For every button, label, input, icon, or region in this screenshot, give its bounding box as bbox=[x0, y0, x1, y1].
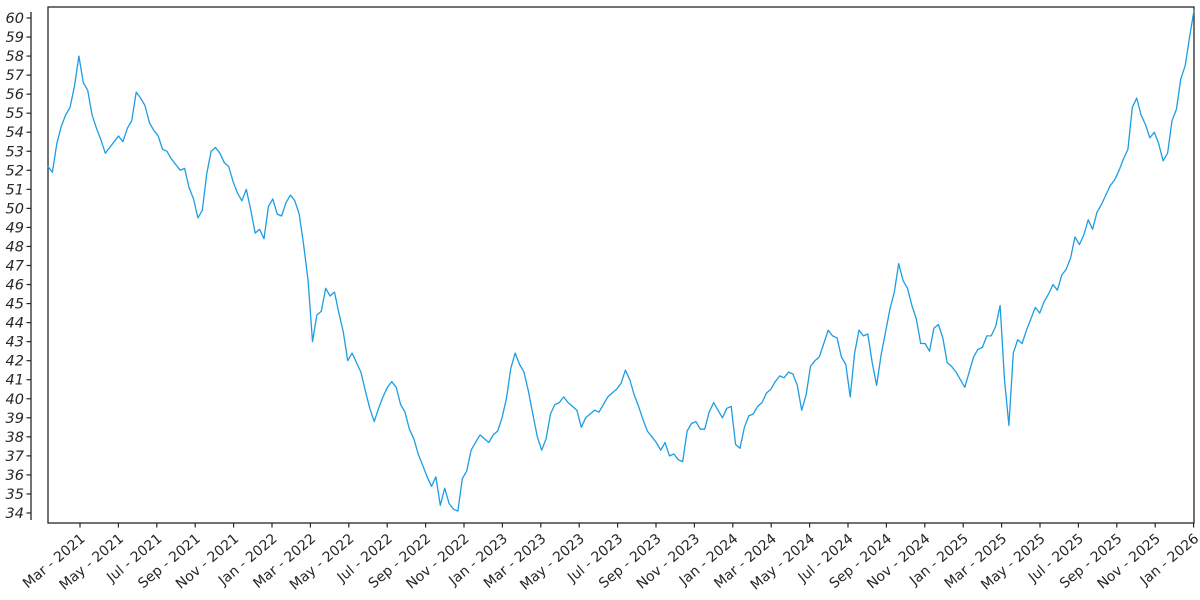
y-tick-label: 44 bbox=[6, 316, 24, 332]
price-series-line bbox=[47, 9, 1195, 512]
y-tick-label: 59 bbox=[6, 30, 24, 46]
y-tick-label: 35 bbox=[6, 487, 24, 503]
y-tick-label: 39 bbox=[6, 411, 24, 427]
y-tick-label: 53 bbox=[6, 144, 24, 160]
y-tick-label: 56 bbox=[6, 87, 24, 103]
y-tick-label: 54 bbox=[6, 125, 24, 141]
y-tick-label: 40 bbox=[6, 392, 24, 408]
y-tick-label: 36 bbox=[6, 468, 24, 484]
y-tick-label: 52 bbox=[6, 163, 24, 179]
y-tick-label: 55 bbox=[6, 106, 24, 122]
y-tick-label: 48 bbox=[6, 239, 24, 255]
y-tick-label: 50 bbox=[6, 201, 24, 217]
y-tick-label: 47 bbox=[6, 258, 25, 274]
y-tick-label: 58 bbox=[6, 49, 24, 65]
y-tick-label: 41 bbox=[6, 373, 24, 389]
y-tick-label: 46 bbox=[6, 278, 24, 294]
y-tick-label: 51 bbox=[6, 182, 24, 198]
plot-frame bbox=[47, 6, 1195, 524]
y-tick-label: 38 bbox=[6, 430, 24, 446]
y-tick-label: 43 bbox=[6, 335, 24, 351]
y-tick-label: 42 bbox=[6, 354, 24, 370]
y-tick-label: 45 bbox=[6, 297, 24, 313]
y-tick-label: 57 bbox=[6, 68, 25, 84]
y-tick-label: 34 bbox=[6, 506, 24, 522]
y-tick-label: 60 bbox=[6, 11, 24, 27]
y-tick-label: 49 bbox=[6, 220, 24, 236]
y-tick-label: 37 bbox=[6, 449, 25, 465]
